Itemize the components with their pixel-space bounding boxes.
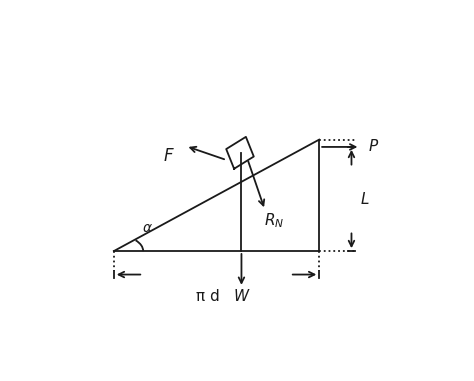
Text: W: W: [234, 289, 249, 304]
Text: α: α: [143, 221, 152, 235]
Text: P: P: [369, 139, 378, 154]
Text: $R_N$: $R_N$: [264, 211, 284, 230]
Text: F: F: [164, 147, 173, 165]
Text: L: L: [360, 192, 369, 207]
Text: π d: π d: [196, 289, 219, 304]
